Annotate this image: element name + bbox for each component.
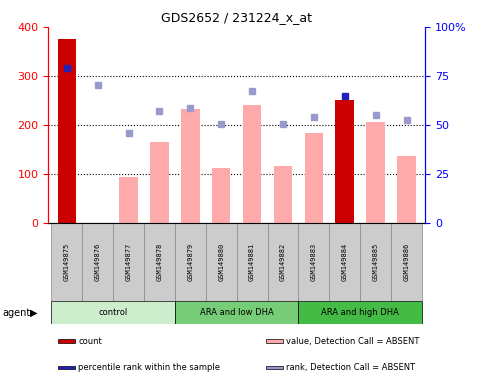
Text: ▶: ▶ xyxy=(30,308,38,318)
Text: GSM149876: GSM149876 xyxy=(95,243,101,281)
Text: GSM149885: GSM149885 xyxy=(372,243,379,281)
Text: GSM149879: GSM149879 xyxy=(187,243,193,281)
Text: GSM149883: GSM149883 xyxy=(311,243,317,281)
Bar xyxy=(336,100,354,223)
Bar xyxy=(150,142,169,223)
Text: GSM149878: GSM149878 xyxy=(156,243,162,281)
Bar xyxy=(175,301,298,324)
Bar xyxy=(175,223,206,301)
Bar xyxy=(58,366,75,369)
Bar xyxy=(212,168,230,223)
Text: GSM149886: GSM149886 xyxy=(403,243,410,281)
Bar xyxy=(367,122,385,223)
Text: GSM149877: GSM149877 xyxy=(126,243,131,281)
Bar xyxy=(119,177,138,223)
Text: percentile rank within the sample: percentile rank within the sample xyxy=(78,363,220,372)
Text: control: control xyxy=(99,308,128,318)
Bar xyxy=(266,339,283,343)
Text: ARA and high DHA: ARA and high DHA xyxy=(321,308,399,318)
Bar xyxy=(51,301,175,324)
Bar xyxy=(113,223,144,301)
Bar xyxy=(268,223,298,301)
Bar xyxy=(397,156,416,223)
Bar xyxy=(305,132,323,223)
Text: GSM149880: GSM149880 xyxy=(218,243,224,281)
Bar xyxy=(57,39,76,223)
Text: GSM149884: GSM149884 xyxy=(342,243,348,281)
Bar xyxy=(391,223,422,301)
Bar xyxy=(243,105,261,223)
Bar xyxy=(237,223,268,301)
Text: value, Detection Call = ABSENT: value, Detection Call = ABSENT xyxy=(286,337,419,346)
Bar xyxy=(181,109,199,223)
Text: GSM149881: GSM149881 xyxy=(249,243,255,281)
Bar xyxy=(206,223,237,301)
Bar xyxy=(51,223,82,301)
Title: GDS2652 / 231224_x_at: GDS2652 / 231224_x_at xyxy=(161,11,312,24)
Bar xyxy=(274,166,292,223)
Text: GSM149882: GSM149882 xyxy=(280,243,286,281)
Text: count: count xyxy=(78,337,102,346)
Bar xyxy=(82,223,113,301)
Text: GSM149875: GSM149875 xyxy=(64,243,70,281)
Bar xyxy=(58,339,75,343)
Text: ARA and low DHA: ARA and low DHA xyxy=(200,308,273,318)
Bar xyxy=(298,223,329,301)
Bar xyxy=(266,366,283,369)
Text: rank, Detection Call = ABSENT: rank, Detection Call = ABSENT xyxy=(286,363,415,372)
Bar xyxy=(360,223,391,301)
Bar xyxy=(329,223,360,301)
Text: agent: agent xyxy=(2,308,30,318)
Bar xyxy=(144,223,175,301)
Bar xyxy=(298,301,422,324)
